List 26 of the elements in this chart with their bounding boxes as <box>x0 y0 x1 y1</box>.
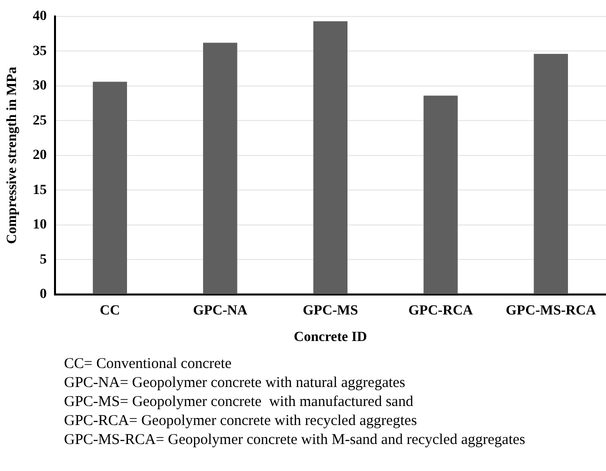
text: GPC-NA= Geopolymer concrete with natural aggregates <box>64 374 406 393</box>
y-tick-label: 20 <box>32 148 47 164</box>
y-tick-label: 0 <box>40 287 47 302</box>
x-tick-label: GPC-NA <box>192 303 248 318</box>
x-tick-label: GPC-RCA <box>408 303 474 318</box>
y-tick-label: 15 <box>32 182 47 198</box>
x-tick-label: GPC-MS <box>302 303 358 318</box>
y-tick-label: 30 <box>32 78 47 94</box>
bar <box>92 82 128 294</box>
y-tick-label: 35 <box>32 44 47 59</box>
bar <box>424 96 458 294</box>
y-tick-label: 25 <box>32 113 47 128</box>
y-tick-label: 10 <box>32 218 47 233</box>
x-axis-title: Concrete ID <box>294 330 368 346</box>
bar <box>534 54 568 294</box>
text: GPC-MS= Geopolymer concrete with manufactured sand <box>64 393 414 412</box>
y-tick-label: 40 <box>32 9 47 24</box>
x-tick-label: CC <box>100 303 120 318</box>
text: GPC-RCA= Geopolymer concrete with recycled aggregtes <box>64 412 418 431</box>
y-axis-title: Compressive strength in MPa <box>5 66 20 244</box>
x-tick-label: GPC-MS-RCA <box>506 303 597 318</box>
y-tick-label: 5 <box>40 252 47 268</box>
bar <box>203 42 238 294</box>
bar <box>313 21 348 294</box>
text: GPC-MS-RCA= Geopolymer concrete with M-sand and recycled aggregates <box>64 431 526 450</box>
text: CC= Conventional concrete <box>64 355 233 374</box>
